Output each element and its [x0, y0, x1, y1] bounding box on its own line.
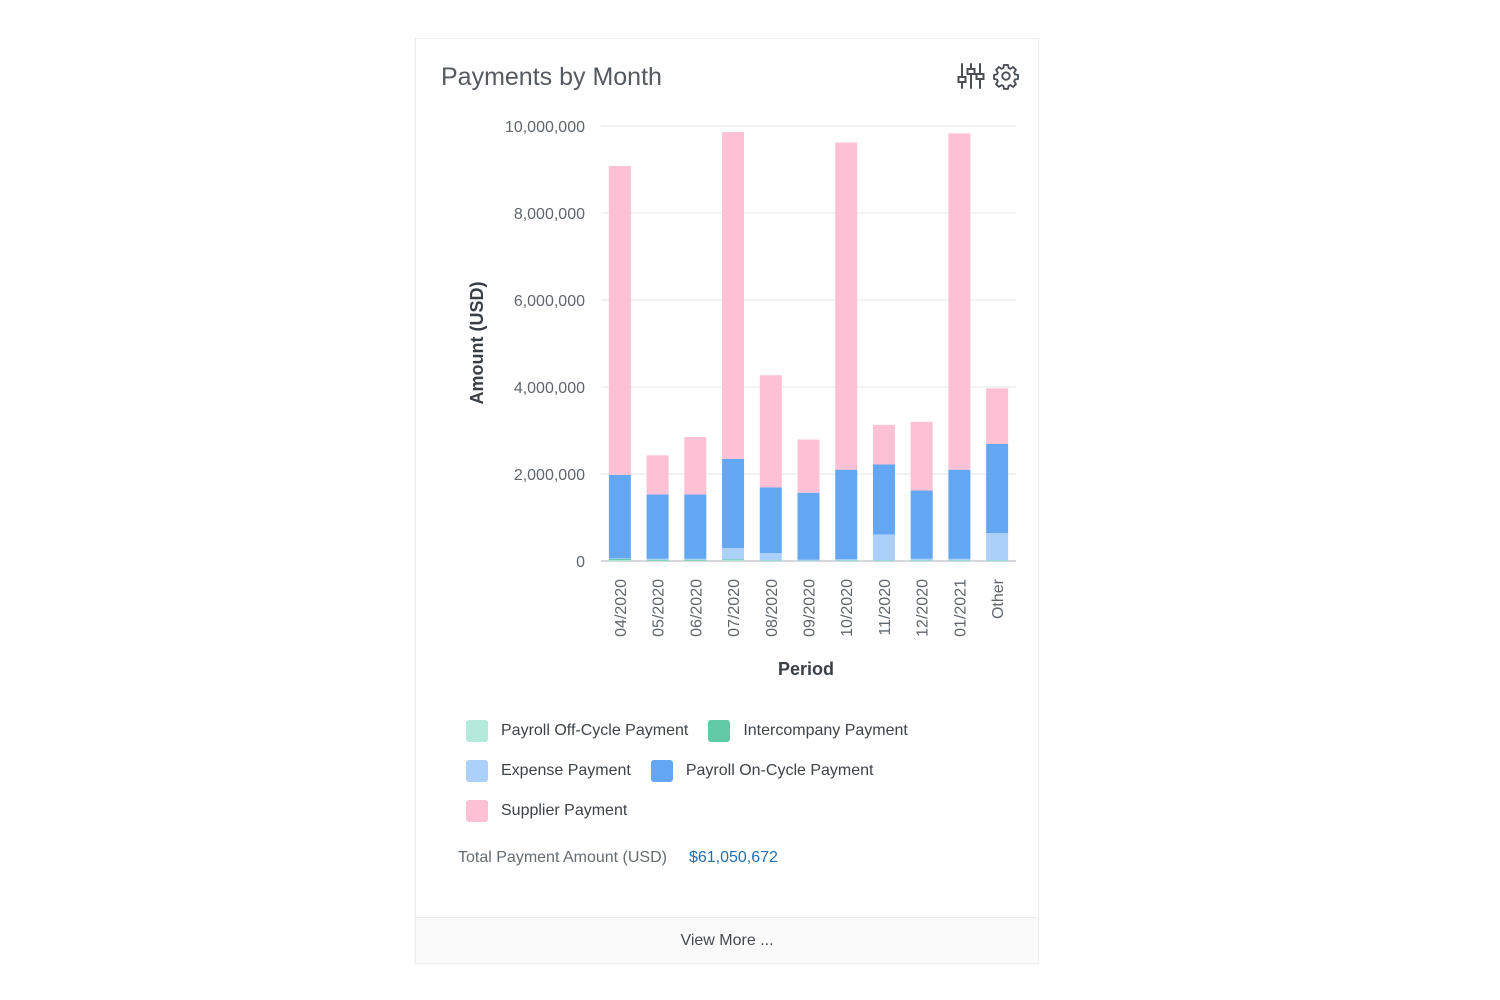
x-tick-label: 06/2020 — [688, 579, 705, 637]
y-axis-label: Amount (USD) — [467, 282, 487, 405]
bar-segment[interactable] — [835, 559, 858, 561]
y-tick-label: 4,000,000 — [514, 380, 585, 397]
x-tick-label: 04/2020 — [613, 579, 630, 637]
payments-by-month-card: Payments by Month 0 2,000,000 4,000,000 6,0… — [415, 38, 1039, 964]
bar-segment[interactable] — [646, 494, 669, 559]
card-title: Payments by Month — [441, 63, 662, 91]
legend-label: Supplier Payment — [501, 802, 628, 819]
bar-segment[interactable] — [759, 375, 782, 488]
chart-legend: Payroll Off-Cycle Payment Intercompany Pa… — [466, 711, 1006, 831]
legend-row: Expense Payment Payroll On-Cycle Payment — [466, 751, 1006, 791]
legend-item[interactable]: Payroll Off-Cycle Payment — [466, 720, 688, 742]
bar-segment[interactable] — [722, 458, 745, 548]
bar-segment[interactable] — [646, 558, 669, 560]
stacked-bar-chart: 0 2,000,000 4,000,000 6,000,000 8,000,000 10,… — [467, 119, 1016, 679]
total-payment-value[interactable]: $61,050,672 — [688, 849, 778, 866]
bar-segment[interactable] — [948, 558, 971, 561]
bar-segment[interactable] — [684, 559, 707, 561]
bar-segment[interactable] — [722, 132, 745, 459]
x-tick-label: 07/2020 — [726, 579, 743, 637]
legend-label: Intercompany Payment — [743, 722, 908, 739]
bar-segment[interactable] — [948, 133, 971, 470]
y-tick-label: 0 — [576, 554, 585, 571]
x-tick-label: 11/2020 — [877, 579, 894, 636]
bar-segment[interactable] — [759, 553, 782, 561]
legend-label: Expense Payment — [501, 762, 631, 779]
bar-segment[interactable] — [684, 437, 707, 495]
legend-label: Payroll Off-Cycle Payment — [501, 722, 689, 739]
bar-segment[interactable] — [722, 560, 745, 561]
bar-segment[interactable] — [646, 455, 669, 495]
legend-item[interactable]: Supplier Payment — [466, 800, 627, 822]
gear-icon[interactable] — [991, 61, 1021, 91]
bar-segment[interactable] — [722, 559, 745, 561]
legend-label: Payroll On-Cycle Payment — [685, 762, 874, 779]
bar-segment[interactable] — [722, 547, 745, 560]
filter-sliders-icon[interactable] — [956, 61, 986, 91]
y-tick-label: 6,000,000 — [514, 293, 585, 310]
bar-segment[interactable] — [646, 559, 669, 561]
x-axis-label: Period — [778, 659, 834, 679]
x-tick-label: 08/2020 — [764, 579, 781, 637]
view-more-link[interactable]: View More ... — [680, 931, 774, 949]
y-tick-label: 8,000,000 — [514, 206, 585, 223]
legend-row: Payroll Off-Cycle Payment Intercompany Pa… — [466, 711, 1006, 751]
bar-segment[interactable] — [910, 558, 933, 561]
x-tick-label: 01/2021 — [952, 579, 969, 637]
bar-segment[interactable] — [684, 558, 707, 560]
bar-segment[interactable] — [872, 424, 895, 465]
total-payment-label: Total Payment Amount (USD) — [458, 849, 667, 866]
bar-segment[interactable] — [797, 492, 820, 560]
legend-swatch — [650, 760, 673, 782]
legend-swatch — [466, 760, 488, 782]
bar-segment[interactable] — [759, 487, 782, 554]
x-tick-label: 09/2020 — [802, 579, 819, 637]
legend-swatch — [466, 800, 488, 822]
bar-segment[interactable] — [835, 142, 858, 470]
x-tick-label: 05/2020 — [651, 579, 668, 637]
legend-swatch — [708, 720, 731, 742]
bar-segment[interactable] — [948, 469, 971, 559]
bar-segment[interactable] — [910, 421, 933, 491]
bar-segment[interactable] — [835, 469, 858, 560]
legend-swatch — [466, 720, 488, 742]
bar-segment[interactable] — [797, 439, 820, 493]
bar-segment[interactable] — [872, 534, 895, 561]
legend-item[interactable]: Expense Payment — [466, 760, 631, 782]
legend-item[interactable]: Intercompany Payment — [708, 720, 908, 742]
x-tick-label: 12/2020 — [915, 579, 932, 637]
bar-segment[interactable] — [608, 558, 631, 561]
bar-segment[interactable] — [986, 388, 1009, 444]
bar-segment[interactable] — [608, 474, 631, 559]
bar-segment[interactable] — [910, 490, 933, 559]
total-payment-row: Total Payment Amount (USD) $61,050,672 — [458, 849, 778, 867]
x-tick-label: Other — [990, 578, 1007, 619]
bar-segment[interactable] — [797, 559, 820, 561]
bar-segment[interactable] — [986, 533, 1009, 561]
y-tick-label: 10,000,000 — [505, 119, 585, 136]
bar-segment[interactable] — [986, 443, 1009, 534]
legend-row: Supplier Payment — [466, 791, 1006, 831]
bar-segment[interactable] — [608, 560, 631, 561]
legend-item[interactable]: Payroll On-Cycle Payment — [650, 760, 874, 782]
y-tick-label: 2,000,000 — [514, 467, 585, 484]
bar-segment[interactable] — [608, 166, 631, 475]
card-footer: View More ... — [416, 917, 1038, 963]
bar-segment[interactable] — [684, 494, 707, 559]
bar-segment[interactable] — [872, 464, 895, 535]
x-tick-label: 10/2020 — [839, 579, 856, 637]
